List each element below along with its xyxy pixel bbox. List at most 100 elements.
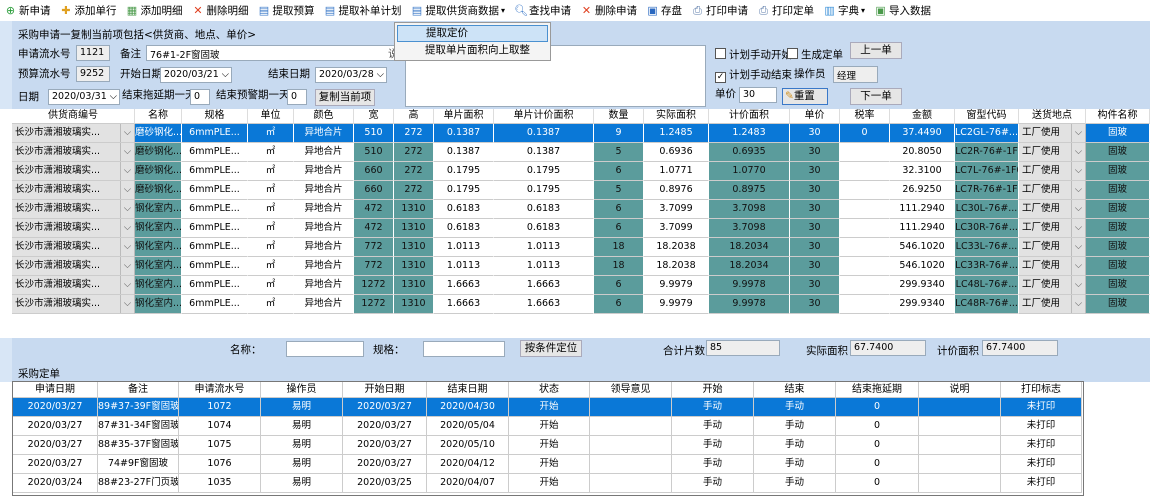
cell-component-name[interactable]: 固玻 <box>1086 257 1150 276</box>
cell-unit-price[interactable]: 30 <box>790 162 840 181</box>
orders-column-header[interactable]: 说明 <box>919 382 1001 398</box>
orders-cell[interactable] <box>919 398 1001 417</box>
orders-cell[interactable]: 89#37-39F窗固玻 <box>98 398 179 417</box>
orders-cell[interactable]: 2020/03/27 <box>343 417 427 436</box>
cell-tax-rate[interactable] <box>840 200 890 219</box>
cell-quantity[interactable]: 6 <box>594 276 644 295</box>
orders-cell[interactable]: 2020/03/27 <box>343 436 427 455</box>
cell-component-name[interactable]: 固玻 <box>1086 238 1150 257</box>
column-header-tax-rate[interactable]: 税率 <box>840 109 890 124</box>
cell-window-code[interactable]: LC33R-76#... <box>955 257 1019 276</box>
orders-cell[interactable] <box>919 417 1001 436</box>
cell-price-area[interactable]: 9.9978 <box>709 276 790 295</box>
orders-row[interactable]: 2020/03/24 88#23-27F门页玻 1035 易明 2020/03/25 20… <box>13 474 1085 493</box>
plan-manual-end-checkbox[interactable]: ✓ 计划手动结束 <box>715 67 792 83</box>
toolbar-button-10[interactable]: ⎙ 打印申请 <box>691 3 748 18</box>
orders-column-header[interactable]: 开始 <box>672 382 754 398</box>
cell-delivery-place[interactable]: 工厂使用 ⌵ <box>1019 162 1086 181</box>
orders-cell[interactable] <box>919 474 1001 493</box>
cell-piece-price-area[interactable]: 0.1387 <box>494 124 594 143</box>
toolbar-button-0[interactable]: ⊕ 新申请 <box>4 3 51 18</box>
orders-cell[interactable] <box>919 455 1001 474</box>
cell-width[interactable]: 510 <box>354 143 394 162</box>
chevron-down-icon[interactable]: ⌵ <box>120 257 134 275</box>
cell-tax-rate[interactable] <box>840 219 890 238</box>
cell-unit-price[interactable]: 30 <box>790 257 840 276</box>
cell-height[interactable]: 1310 <box>394 276 434 295</box>
orders-cell[interactable]: 未打印 <box>1001 455 1082 474</box>
orders-column-header[interactable]: 备注 <box>98 382 179 398</box>
cell-window-code[interactable]: LC2GL-76#... <box>955 124 1019 143</box>
orders-cell[interactable]: 88#35-37F窗固玻 <box>98 436 179 455</box>
orders-cell[interactable]: 手动 <box>672 455 754 474</box>
orders-cell[interactable]: 1035 <box>179 474 261 493</box>
cell-unit[interactable]: ㎡ <box>248 181 294 200</box>
cell-name[interactable]: 磨砂钢化... <box>135 162 182 181</box>
orders-cell[interactable]: 手动 <box>672 436 754 455</box>
cell-spec[interactable]: 6mmPLE... <box>182 257 248 276</box>
chevron-down-icon[interactable]: ⌵ <box>120 219 134 237</box>
orders-row[interactable]: 2020/03/27 74#9F窗固玻 1076 易明 2020/03/27 2020/0… <box>13 455 1085 474</box>
cell-width[interactable]: 660 <box>354 162 394 181</box>
cell-name[interactable]: 钢化室内... <box>135 295 182 314</box>
cell-actual-area[interactable]: 1.2485 <box>644 124 709 143</box>
total-pieces-field[interactable]: 85 <box>706 340 780 356</box>
cell-piece-price-area[interactable]: 1.0113 <box>494 238 594 257</box>
column-header-color[interactable]: 颜色 <box>294 109 354 124</box>
cell-unit-price[interactable]: 30 <box>790 276 840 295</box>
cell-actual-area[interactable]: 18.2038 <box>644 257 709 276</box>
cell-name[interactable]: 钢化室内... <box>135 276 182 295</box>
orders-cell[interactable]: 手动 <box>754 436 836 455</box>
orders-cell[interactable]: 2020/03/25 <box>343 474 427 493</box>
orders-row[interactable]: 2020/03/27 87#31-34F窗固玻 1074 易明 2020/03/27 20… <box>13 417 1085 436</box>
orders-cell[interactable]: 0 <box>836 398 919 417</box>
orders-cell[interactable]: 2020/03/27 <box>13 436 98 455</box>
cell-delivery-place[interactable]: 工厂使用 ⌵ <box>1019 181 1086 200</box>
orders-cell[interactable]: 1075 <box>179 436 261 455</box>
orders-row[interactable]: 2020/03/27 88#35-37F窗固玻 1075 易明 2020/03/27 20… <box>13 436 1085 455</box>
orders-cell[interactable]: 0 <box>836 417 919 436</box>
orders-cell[interactable]: 开始 <box>509 455 590 474</box>
cell-unit[interactable]: ㎡ <box>248 238 294 257</box>
warn-field[interactable]: 0 <box>287 89 307 105</box>
cell-spec[interactable]: 6mmPLE... <box>182 181 248 200</box>
chevron-down-icon[interactable]: ⌵ <box>120 124 134 142</box>
cell-piece-price-area[interactable]: 1.6663 <box>494 276 594 295</box>
cell-window-code[interactable]: LC7L-76#-1F0 <box>955 162 1019 181</box>
orders-row[interactable]: 2020/03/27 89#37-39F窗固玻 1072 易明 2020/03/27 20… <box>13 398 1085 417</box>
cell-amount[interactable]: 111.2940 <box>890 200 955 219</box>
cell-price-area[interactable]: 1.0770 <box>709 162 790 181</box>
orders-cell[interactable] <box>590 417 672 436</box>
column-header-quantity[interactable]: 数量 <box>594 109 644 124</box>
orders-column-header[interactable]: 结束 <box>754 382 836 398</box>
orders-cell[interactable]: 1074 <box>179 417 261 436</box>
cell-height[interactable]: 1310 <box>394 238 434 257</box>
column-header-supplier[interactable]: 供货商编号 <box>12 109 135 124</box>
orders-column-header[interactable]: 状态 <box>509 382 590 398</box>
cell-width[interactable]: 472 <box>354 219 394 238</box>
cell-actual-area[interactable]: 1.0771 <box>644 162 709 181</box>
orders-cell[interactable] <box>590 436 672 455</box>
cell-amount[interactable]: 546.1020 <box>890 238 955 257</box>
toolbar-button-3[interactable]: ✕ 删除明细 <box>192 3 248 18</box>
plan-manual-start-checkbox[interactable]: 计划手动开始 <box>715 47 792 62</box>
orders-cell[interactable]: 易明 <box>261 436 343 455</box>
cell-unit-price[interactable]: 30 <box>790 143 840 162</box>
menu-item-extract-price[interactable]: 提取定价 <box>397 25 548 42</box>
chevron-down-icon[interactable]: ⌵ <box>1071 295 1085 313</box>
cell-window-code[interactable]: LC48R-76#... <box>955 295 1019 314</box>
cell-unit[interactable]: ㎡ <box>248 124 294 143</box>
cell-window-code[interactable]: LC33L-76#... <box>955 238 1019 257</box>
orders-column-header[interactable]: 申请日期 <box>13 382 98 398</box>
orders-column-header[interactable]: 打印标志 <box>1001 382 1082 398</box>
cell-tax-rate[interactable] <box>840 295 890 314</box>
column-header-window-code[interactable]: 窗型代码 <box>955 109 1019 124</box>
copy-current-button[interactable]: 复制当前项 <box>315 89 375 106</box>
cell-amount[interactable]: 111.2940 <box>890 219 955 238</box>
cell-unit[interactable]: ㎡ <box>248 257 294 276</box>
toolbar-button-5[interactable]: ▤ 提取补单计划 <box>324 3 402 18</box>
cell-unit[interactable]: ㎡ <box>248 219 294 238</box>
orders-column-header[interactable]: 开始日期 <box>343 382 427 398</box>
